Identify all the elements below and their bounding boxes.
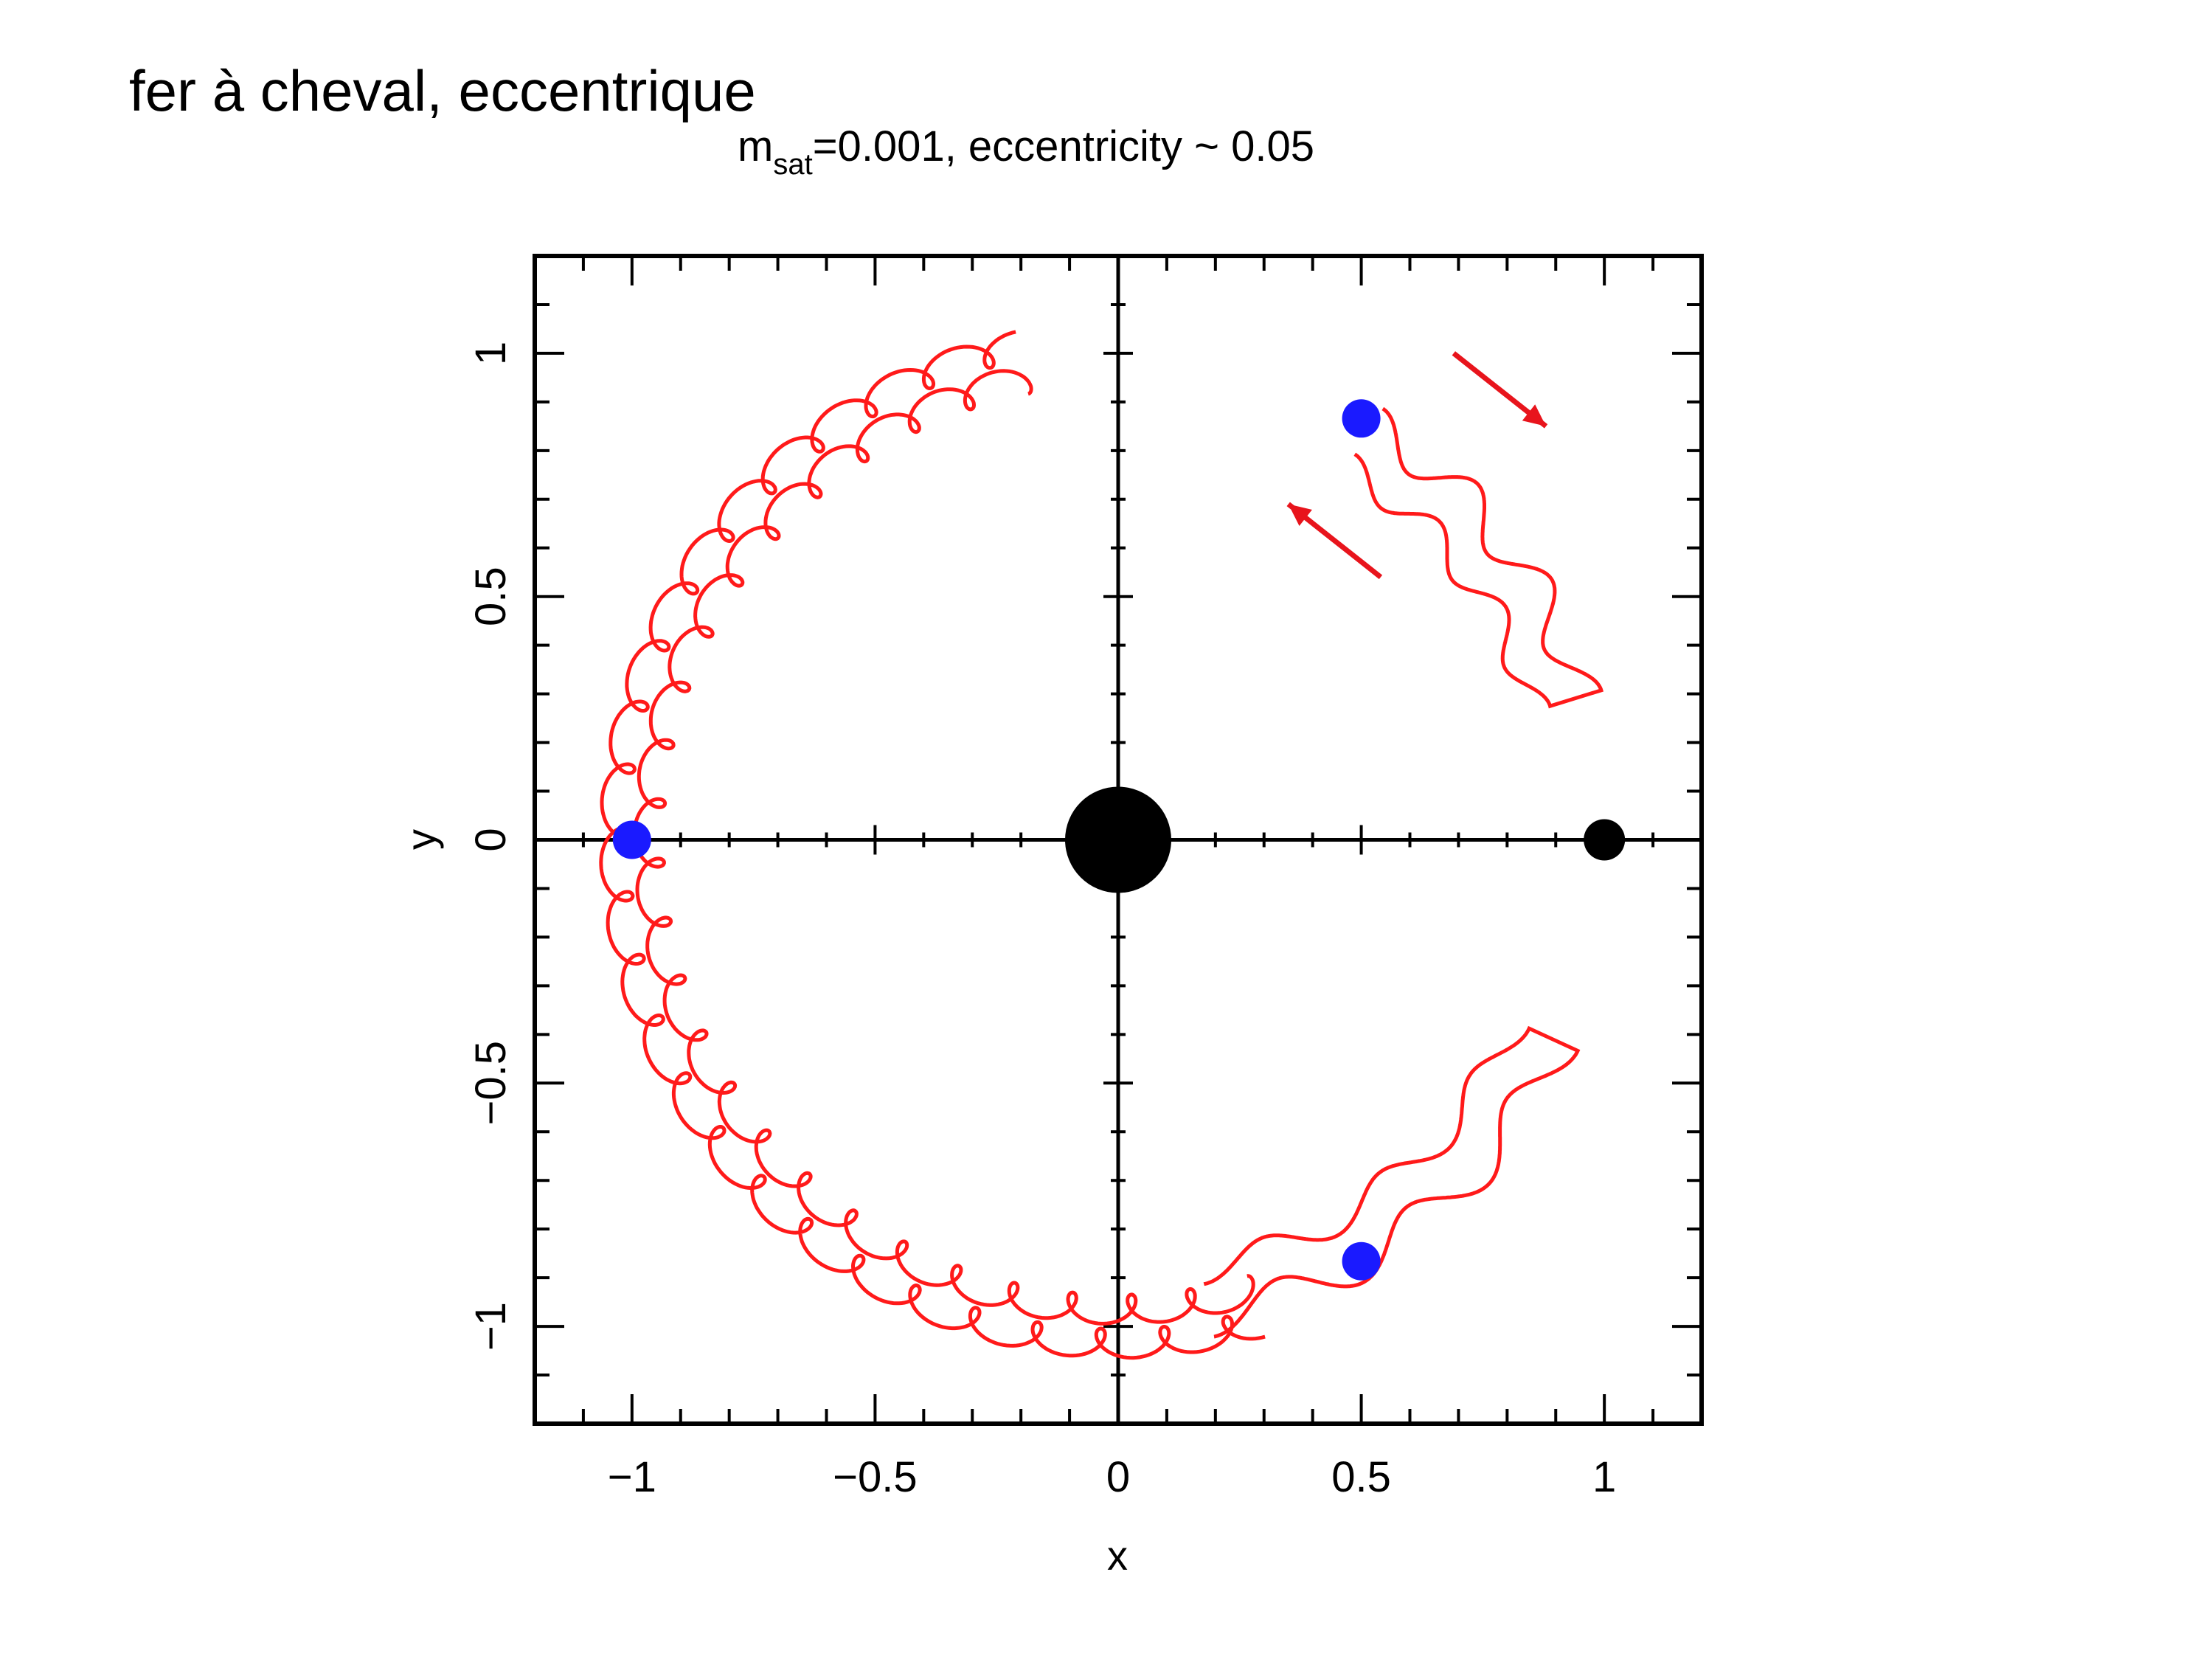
direction-arrow-head (1288, 504, 1312, 526)
chart-title-sub: sat (773, 148, 812, 181)
y-tick-label: 0 (467, 828, 515, 851)
marker-satellite (1584, 819, 1626, 861)
marker-l4 (1342, 399, 1381, 438)
x-tick-label: 1 (1592, 1453, 1616, 1501)
trajectory-arm (599, 330, 1266, 1360)
y-tick-label: −1 (467, 1302, 515, 1351)
chart-title: msat=0.001, eccentricity ~ 0.05 (738, 122, 1314, 181)
x-tick-label: 0 (1106, 1453, 1130, 1501)
marker-l5 (1342, 1241, 1381, 1281)
chart-title-m: m (738, 122, 773, 170)
x-tick-label: −0.5 (833, 1453, 918, 1501)
y-axis-label: y (398, 829, 444, 850)
marker-l3 (612, 820, 651, 859)
arrow-layer (1286, 351, 1548, 580)
marker-layer (612, 399, 1626, 1281)
x-tick-label: −1 (608, 1453, 656, 1501)
y-tick-label: 0.5 (467, 567, 515, 626)
axes-layer (533, 254, 1704, 1426)
slide-title: fer à cheval, eccentrique (129, 58, 756, 123)
trajectory-upper-lobe (1353, 406, 1604, 709)
x-tick-label: 0.5 (1331, 1453, 1391, 1501)
marker-central (1065, 786, 1171, 893)
x-axis-label: x (1107, 1532, 1128, 1579)
y-tick-label: −0.5 (467, 1041, 515, 1126)
label-layer: −1 −0.5 0 0.5 1 −1 −0.5 0 0.5 1 (467, 342, 1616, 1501)
direction-arrow-head (1522, 404, 1547, 426)
trajectory-lower-lobe (1203, 1025, 1581, 1339)
trajectory-arm (632, 369, 1255, 1326)
y-tick-label: 1 (467, 342, 515, 365)
chart-title-rest: =0.001, eccentricity ~ 0.05 (813, 122, 1314, 170)
trajectory-layer (599, 330, 1604, 1360)
